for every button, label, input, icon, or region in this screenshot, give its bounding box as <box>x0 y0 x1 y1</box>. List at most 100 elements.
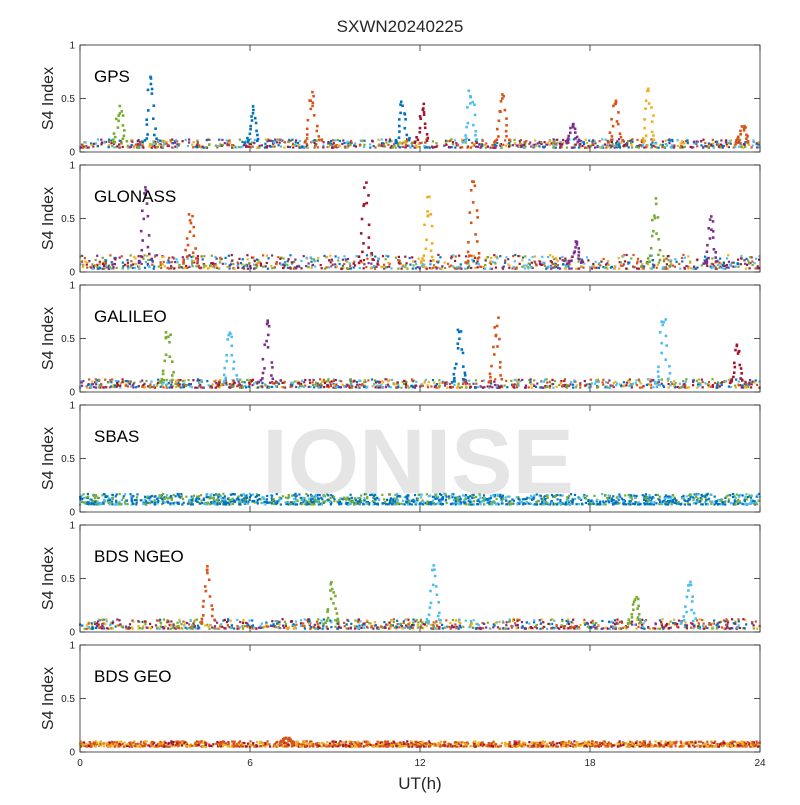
data-point <box>310 256 312 258</box>
data-point <box>616 120 619 123</box>
data-point <box>479 147 481 149</box>
data-point <box>219 261 221 263</box>
data-point <box>144 267 146 269</box>
data-point <box>593 495 595 497</box>
data-point <box>213 497 215 499</box>
data-point <box>689 503 691 505</box>
data-point <box>578 267 580 269</box>
data-point <box>261 377 264 380</box>
data-point <box>335 379 337 381</box>
data-point <box>298 265 300 267</box>
data-point <box>720 499 722 501</box>
data-point <box>643 499 645 501</box>
data-point <box>229 333 232 336</box>
data-point <box>247 258 249 260</box>
data-point <box>192 146 194 148</box>
data-point <box>426 139 429 142</box>
data-point <box>233 268 235 270</box>
data-point <box>758 141 760 143</box>
data-point <box>226 139 228 141</box>
data-point <box>147 246 150 249</box>
data-point <box>453 373 456 376</box>
data-point <box>293 261 295 263</box>
data-point <box>361 218 364 221</box>
data-point <box>107 381 109 383</box>
data-point <box>693 266 695 268</box>
data-point <box>229 499 231 501</box>
data-point <box>241 141 243 143</box>
data-point <box>362 140 364 142</box>
data-point <box>568 261 571 264</box>
data-point <box>216 622 218 624</box>
data-point <box>749 379 751 381</box>
data-point <box>590 379 592 381</box>
data-point <box>559 147 561 149</box>
data-point <box>549 254 551 256</box>
data-point <box>313 386 315 388</box>
data-point <box>608 379 610 381</box>
data-point <box>105 262 107 264</box>
data-point <box>707 227 710 230</box>
data-point <box>333 142 335 144</box>
data-point <box>152 117 155 120</box>
data-point <box>167 502 169 504</box>
data-point <box>646 144 648 146</box>
data-point <box>494 262 496 264</box>
data-point <box>321 140 323 142</box>
data-point <box>229 267 231 269</box>
data-point <box>197 141 199 143</box>
data-point <box>168 261 170 263</box>
data-point <box>398 118 401 121</box>
data-point <box>666 145 668 147</box>
data-point <box>427 386 429 388</box>
data-point <box>662 501 664 503</box>
data-point <box>233 380 235 382</box>
data-point <box>312 95 315 98</box>
data-point <box>730 139 732 141</box>
data-point <box>190 383 192 385</box>
data-point <box>167 259 169 261</box>
data-point <box>492 147 494 149</box>
data-point <box>398 125 401 128</box>
data-point <box>219 258 221 260</box>
data-point <box>354 619 356 621</box>
data-point <box>161 498 163 500</box>
data-point <box>666 503 668 505</box>
data-point <box>657 375 660 378</box>
data-point <box>436 261 438 263</box>
data-point <box>489 373 492 376</box>
data-point <box>535 264 537 266</box>
data-point <box>248 262 250 264</box>
data-point <box>458 338 461 341</box>
data-point <box>397 259 399 261</box>
data-point <box>191 386 193 388</box>
data-point <box>215 387 217 389</box>
data-point <box>505 130 508 133</box>
data-point <box>159 261 161 263</box>
data-point <box>477 266 479 268</box>
data-point <box>755 258 757 260</box>
data-point <box>243 266 245 268</box>
data-point <box>132 495 134 497</box>
data-point <box>501 378 504 381</box>
data-point <box>530 266 532 268</box>
data-point <box>478 263 480 265</box>
data-point <box>406 262 408 264</box>
data-point <box>665 140 667 142</box>
data-point <box>412 622 414 624</box>
data-point <box>209 265 211 267</box>
data-point <box>411 145 413 147</box>
data-point <box>333 380 335 382</box>
data-point <box>312 264 314 266</box>
data-point <box>260 263 262 265</box>
data-point <box>574 137 577 140</box>
data-point <box>663 321 666 324</box>
data-point <box>123 495 125 497</box>
data-point <box>728 501 730 503</box>
data-point <box>249 128 252 131</box>
data-point <box>353 266 355 268</box>
data-point <box>389 379 391 381</box>
data-point <box>744 381 746 383</box>
data-point <box>263 343 266 346</box>
data-point <box>746 498 748 500</box>
